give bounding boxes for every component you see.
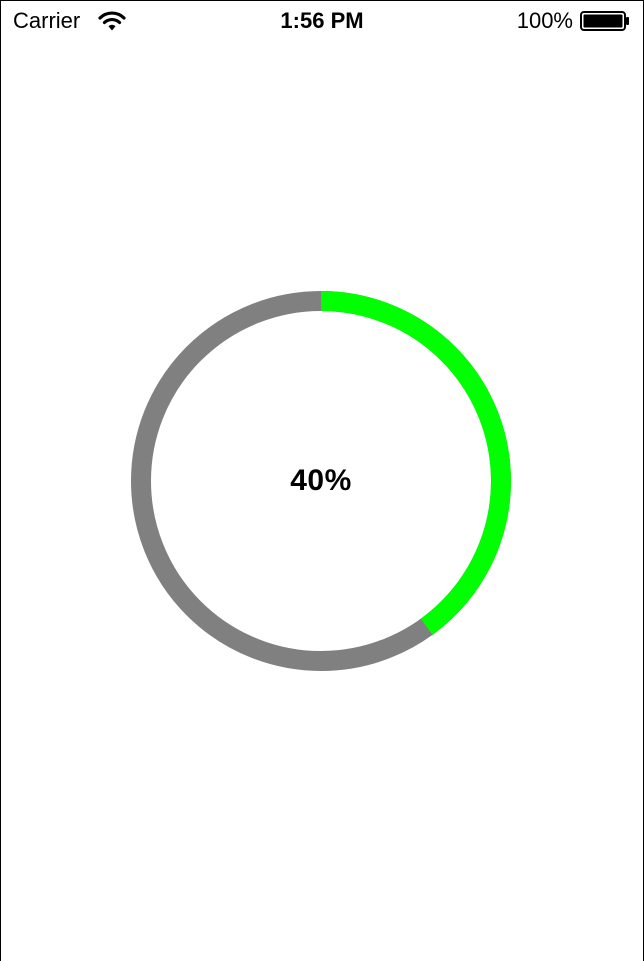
status-bar: Carrier 1:56 PM 100% bbox=[0, 0, 644, 42]
battery-fill bbox=[583, 14, 623, 28]
progress-ring bbox=[131, 291, 511, 671]
carrier-label: Carrier bbox=[13, 8, 81, 33]
wifi-icon bbox=[98, 11, 126, 31]
frame-top-border bbox=[0, 0, 644, 1]
progress-fill-arc bbox=[131, 291, 511, 671]
battery-icon bbox=[580, 11, 629, 31]
circular-progress: 40% bbox=[130, 290, 512, 672]
progress-percent-label: 40% bbox=[290, 464, 352, 497]
battery-percent: 100% bbox=[516, 8, 573, 33]
frame-left-border bbox=[0, 0, 1, 961]
status-time: 1:56 PM bbox=[280, 8, 364, 33]
